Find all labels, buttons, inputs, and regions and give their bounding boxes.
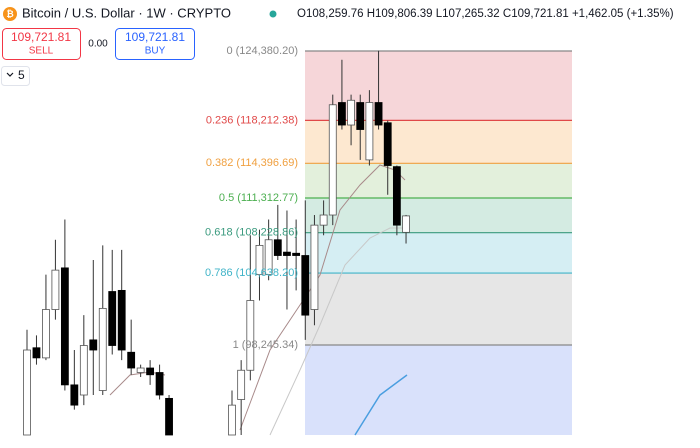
market-status xyxy=(269,10,277,18)
candle-body xyxy=(70,384,79,406)
candle-body xyxy=(283,251,291,256)
fib-tool xyxy=(305,50,572,435)
candle-body xyxy=(127,351,136,369)
fib-zone xyxy=(305,198,572,233)
candle-body xyxy=(328,104,337,216)
fib-level-label: 0.382 (114,396.69) xyxy=(206,157,298,169)
fib-zone xyxy=(305,273,572,345)
candle-body xyxy=(255,244,264,276)
sell-button[interactable] xyxy=(2,28,81,60)
candle-body xyxy=(117,289,126,351)
candle-body xyxy=(89,339,98,351)
candle-body xyxy=(23,349,31,436)
fib-level-label: 0.5 (111,312.77) xyxy=(219,192,298,204)
fib-zone xyxy=(305,232,572,274)
candle-body xyxy=(108,291,117,346)
candle-body xyxy=(237,369,246,400)
fib-level-label: 1 (98,245.34) xyxy=(233,339,298,351)
candle-body xyxy=(392,166,401,226)
fib-level-label: 0.236 (118,212.38) xyxy=(206,114,298,126)
candle-body xyxy=(32,347,41,359)
sell-price: 109,721.81 xyxy=(11,30,71,44)
candle-body xyxy=(292,252,301,256)
bitcoin-icon xyxy=(3,7,17,21)
candle-body xyxy=(301,255,310,316)
candle-body xyxy=(356,102,365,130)
moving-average xyxy=(269,227,405,436)
candle-body xyxy=(165,397,173,436)
candle-body xyxy=(155,372,164,396)
sell-label: SELL xyxy=(29,46,54,57)
candle-body xyxy=(402,215,410,233)
ohlc: O108,259.76 H109,806.39 L107,265.32 C109… xyxy=(297,8,674,20)
candle-body xyxy=(347,99,355,126)
candle-body xyxy=(79,345,88,396)
moving-average xyxy=(239,164,406,431)
fib-level-label: 0 (124,380.20) xyxy=(226,45,298,57)
buy-price: 109,721.81 xyxy=(125,30,185,44)
candle-body xyxy=(146,367,155,376)
symbol-title[interactable]: Bitcoin / U.S. Dollar · 1W · CRYPTO xyxy=(22,5,231,20)
candle-body xyxy=(228,404,236,436)
collapse-button[interactable] xyxy=(1,66,30,86)
fib-level-label: 0.786 (104,638.20) xyxy=(205,267,298,279)
trend-line xyxy=(354,374,408,436)
candle-body xyxy=(338,102,346,126)
candle-body xyxy=(42,309,50,359)
buy-button[interactable] xyxy=(115,28,195,60)
bitcoin-glyph: ₿ xyxy=(6,9,13,19)
chevron xyxy=(6,72,14,77)
candle-body xyxy=(60,267,69,386)
candle-body xyxy=(98,307,107,391)
fib-level-label: 0.618 (108,228.86) xyxy=(205,227,298,239)
candle-body xyxy=(51,269,60,310)
candle-body xyxy=(365,102,374,161)
fib-zone xyxy=(305,345,572,435)
fib-zone xyxy=(305,163,572,198)
collapse-count: 5 xyxy=(18,68,25,82)
candle-body xyxy=(273,239,282,256)
candle-body xyxy=(136,367,145,373)
candle-body xyxy=(264,239,273,276)
spread: 0.00 xyxy=(88,39,108,50)
candles xyxy=(23,50,410,436)
candle-body xyxy=(319,214,328,226)
candle-body xyxy=(310,224,319,310)
buy-label: BUY xyxy=(145,46,166,57)
candle-body xyxy=(374,102,383,126)
candle-body xyxy=(246,300,255,371)
fib-labels: 0 (124,380.20) 0.236 (118,212.38) 0.382 (1… xyxy=(205,45,298,351)
candle-body xyxy=(383,122,392,166)
fib-zone xyxy=(305,120,572,164)
